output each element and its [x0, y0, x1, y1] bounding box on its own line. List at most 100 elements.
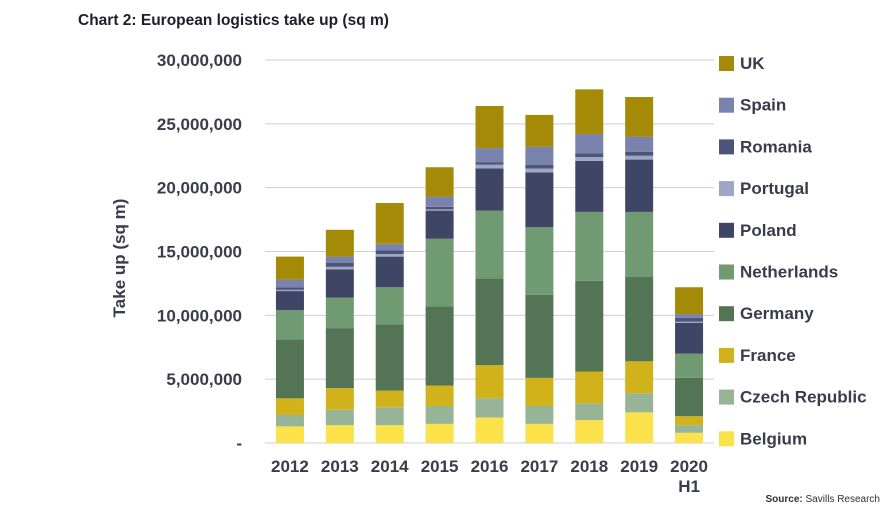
bar-segment — [425, 423, 454, 443]
bar-segment — [525, 227, 554, 295]
bar-segment — [425, 209, 454, 211]
bar-segment — [625, 97, 654, 137]
bar-segment — [525, 294, 554, 378]
bar-segment — [525, 164, 554, 169]
bar-segment — [575, 403, 604, 421]
bar-segment — [675, 353, 704, 378]
legend-swatch — [719, 97, 734, 113]
legend-swatch — [719, 181, 734, 197]
legend-swatch — [719, 56, 734, 71]
bar-segment — [375, 324, 404, 391]
bar-segment — [575, 211, 604, 281]
chart-title: Chart 2: European logistics take up (sq … — [78, 12, 389, 29]
bar-segment — [475, 148, 504, 163]
bar-segment — [275, 279, 304, 288]
bars — [275, 89, 704, 443]
bar-segment — [475, 398, 504, 418]
bar-segment — [475, 162, 504, 165]
legend-label: Poland — [740, 221, 797, 240]
bar-segment — [275, 339, 304, 399]
legend-label: Spain — [740, 96, 786, 115]
bar-segment — [525, 114, 554, 147]
bar-segment — [525, 168, 554, 173]
legend-label: Portugal — [740, 179, 809, 198]
bar-segment — [325, 328, 354, 389]
bar-segment — [575, 157, 604, 161]
y-tick-label: - — [236, 434, 242, 453]
legend-swatch — [719, 306, 734, 322]
bar-segment — [575, 153, 604, 158]
y-axis-ticks: - 5,000,000 10,000,000 15,000,000 20,000,000… — [157, 51, 242, 453]
x-tick-label: 2019 — [620, 457, 658, 476]
bar-segment — [475, 164, 504, 169]
bar-segment — [675, 321, 704, 323]
y-tick-label: 20,000,000 — [157, 179, 242, 198]
bar-segment — [425, 167, 454, 197]
bar-segment — [575, 280, 604, 372]
bar-segment — [425, 306, 454, 386]
y-tick-label: 10,000,000 — [157, 306, 242, 325]
legend-swatch — [719, 139, 734, 155]
legend-swatch — [719, 264, 734, 280]
bar-segment — [325, 425, 354, 443]
bar-segment — [275, 310, 304, 340]
bar-segment — [425, 405, 454, 424]
bar-segment — [375, 390, 404, 408]
bar-segment — [325, 256, 354, 263]
bar-segment — [475, 417, 504, 443]
bar-segment — [525, 405, 554, 424]
bar-segment — [575, 420, 604, 443]
bar-segment — [275, 426, 304, 443]
bar-segment — [675, 416, 704, 426]
legend-label: UK — [740, 54, 765, 73]
legend-label: Netherlands — [740, 263, 838, 282]
bar-segment — [275, 291, 304, 311]
bar-segment — [325, 266, 354, 270]
legend-label: Czech Republic — [740, 388, 867, 407]
bar-segment — [625, 361, 654, 394]
bar-segment — [625, 277, 654, 362]
bar-segment — [675, 377, 704, 417]
bar-segment — [425, 238, 454, 307]
bar-segment — [625, 412, 654, 443]
bar-segment — [525, 423, 554, 443]
bar-segment — [625, 155, 654, 160]
bar-segment — [375, 256, 404, 288]
bar-segment — [275, 287, 304, 290]
x-tick-label: 2018 — [570, 457, 608, 476]
x-tick-label: 2016 — [471, 457, 509, 476]
x-tick-label: 2020 — [670, 457, 708, 476]
x-tick-label: 2012 — [271, 457, 309, 476]
bar-segment — [425, 206, 454, 210]
legend-label: France — [740, 346, 796, 365]
legend-swatch — [719, 347, 734, 363]
bar-segment — [425, 196, 454, 207]
y-tick-label: 5,000,000 — [166, 370, 242, 389]
bar-segment — [625, 136, 654, 152]
x-tick-label: 2015 — [421, 457, 459, 476]
source-note: Source: Savills Research — [766, 494, 881, 505]
bar-segment — [325, 269, 354, 298]
bar-segment — [425, 210, 454, 239]
bar-segment — [375, 202, 404, 244]
bar-segment — [325, 388, 354, 410]
legend-swatch — [719, 389, 734, 405]
bar-segment — [475, 365, 504, 399]
bar-segment — [425, 385, 454, 406]
bar-segment — [475, 105, 504, 149]
legend-label: Belgium — [740, 429, 807, 448]
bar-segment — [675, 322, 704, 354]
source-label: Source: — [765, 494, 803, 505]
bar-segment — [675, 425, 704, 433]
bar-segment — [625, 151, 654, 156]
bar-segment — [675, 287, 704, 315]
bar-segment — [375, 287, 404, 325]
bar-segment — [325, 409, 354, 426]
y-tick-label: 30,000,000 — [157, 51, 242, 70]
y-axis-label: Take up (sq m) — [110, 199, 129, 318]
bar-segment — [475, 210, 504, 279]
bar-segment — [575, 134, 604, 154]
bar-segment — [375, 254, 404, 257]
